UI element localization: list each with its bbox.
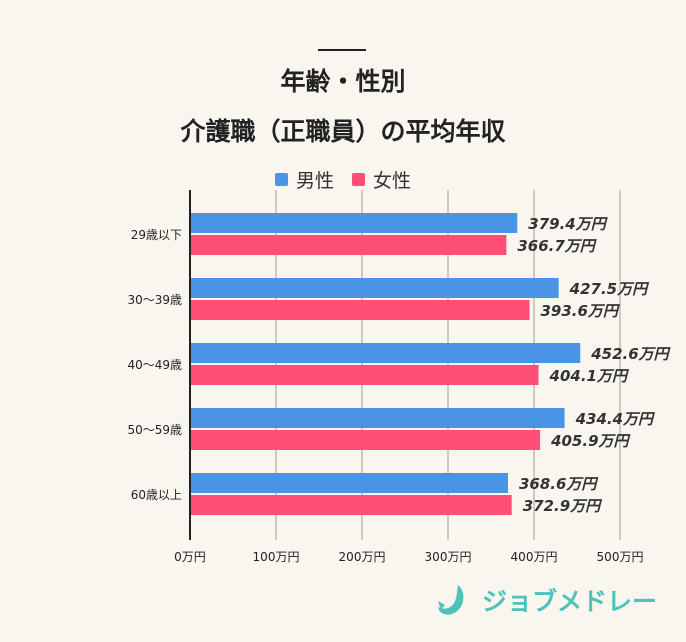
logo-mark-icon: [438, 585, 464, 615]
legend-label-female: 女性: [373, 170, 412, 192]
y-tick-label: 30～39歳: [127, 293, 182, 307]
x-tick-label: 0万円: [174, 550, 206, 564]
data-label: 434.4万円: [575, 410, 656, 428]
legend-swatch-female: [352, 173, 365, 186]
logo: ジョブメドレー: [436, 582, 657, 618]
bar-male: [191, 213, 518, 233]
data-label: 366.7万円: [517, 237, 597, 255]
x-tick-label: 400万円: [511, 550, 558, 564]
data-label: 368.6万円: [519, 475, 599, 493]
data-label: 452.6万円: [590, 345, 671, 363]
title-rule: [318, 49, 366, 51]
data-label: 404.1万円: [549, 367, 630, 385]
x-tick-label: 200万円: [339, 550, 386, 564]
bar-male: [191, 408, 565, 428]
legend-item-male: 男性: [274, 166, 334, 193]
y-tick-label: 40～49歳: [127, 358, 182, 372]
y-tick-label: 60歳以上: [131, 488, 182, 502]
data-label: 393.6万円: [540, 302, 620, 320]
y-tick-label: 29歳以下: [131, 228, 182, 242]
bar-female: [191, 235, 507, 255]
bar-female: [191, 495, 512, 515]
bar-female: [191, 430, 541, 450]
x-tick-label: 500万円: [597, 550, 644, 564]
bar-female: [191, 365, 539, 385]
bar-male: [191, 473, 508, 493]
legend-label-male: 男性: [295, 170, 334, 192]
y-tick-label: 50～59歳: [127, 423, 182, 437]
logo-text: ジョブメドレー: [482, 587, 658, 616]
chart-title-line1: 年齢・性別: [280, 67, 406, 96]
legend: 男性 女性: [0, 166, 686, 193]
x-tick-label: 300万円: [425, 550, 472, 564]
legend-item-female: 女性: [352, 166, 411, 193]
bar-male: [191, 343, 581, 363]
data-label: 379.4万円: [528, 215, 608, 233]
data-label: 405.9万円: [550, 432, 631, 450]
bar-male: [191, 278, 559, 298]
chart-title-line2: 介護職（正職員）の平均年収: [180, 117, 506, 146]
data-label: 427.5万円: [569, 280, 650, 298]
x-tick-label: 100万円: [253, 550, 300, 564]
bar-female: [191, 300, 530, 320]
data-label: 372.9万円: [523, 497, 603, 515]
legend-swatch-male: [274, 173, 288, 186]
